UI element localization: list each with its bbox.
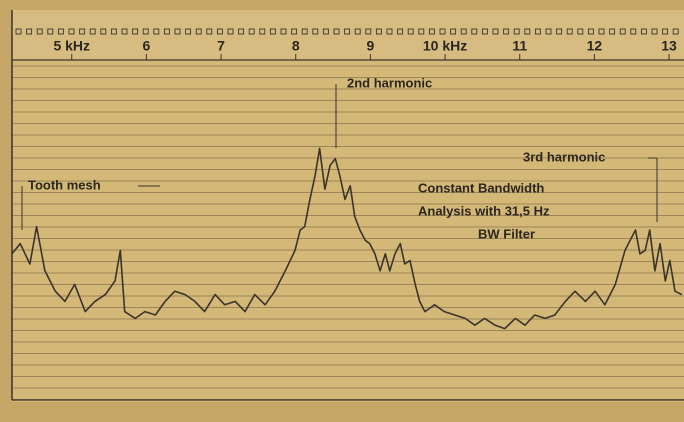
scale-square <box>269 28 276 35</box>
scale-square <box>280 28 287 35</box>
scale-square <box>609 28 616 35</box>
scale-square <box>163 28 170 35</box>
x-tick-label: 12 <box>587 38 603 54</box>
scale-square <box>460 28 467 35</box>
x-tick-label: 5 kHz <box>53 38 90 54</box>
scale-square <box>36 28 43 35</box>
annotation: 3rd harmonic <box>523 149 605 164</box>
scale-square <box>206 28 213 35</box>
scale-square <box>68 28 75 35</box>
scale-square <box>662 28 669 35</box>
scale-square <box>365 28 372 35</box>
annotation: 2nd harmonic <box>347 75 432 90</box>
scale-square <box>195 28 202 35</box>
annotation: Analysis with 31,5 Hz <box>418 203 550 218</box>
scale-square <box>259 28 266 35</box>
scale-square <box>57 28 64 35</box>
x-tick-label: 11 <box>512 38 527 54</box>
scale-square <box>89 28 96 35</box>
annotation: Constant Bandwidth <box>418 180 544 195</box>
scale-square <box>556 28 563 35</box>
scale-square <box>651 28 658 35</box>
spectrum-trace <box>11 147 683 330</box>
scale-square <box>100 28 107 35</box>
scale-strip <box>12 10 684 60</box>
x-tick-label: 7 <box>217 38 225 54</box>
scale-square <box>598 28 605 35</box>
scale-square <box>471 28 478 35</box>
scale-square <box>227 28 234 35</box>
scale-square <box>185 28 192 35</box>
scale-square <box>492 28 499 35</box>
scale-square <box>577 28 584 35</box>
scale-square <box>110 28 117 35</box>
scale-square <box>79 28 86 35</box>
scale-square <box>630 28 637 35</box>
scale-square <box>439 28 446 35</box>
scale-square <box>450 28 457 35</box>
scale-square <box>47 28 54 35</box>
scale-square <box>513 28 520 35</box>
scale-square <box>481 28 488 35</box>
scale-square <box>587 28 594 35</box>
x-tick-label: 9 <box>367 38 375 54</box>
scale-square <box>322 28 329 35</box>
plot-area <box>12 60 684 402</box>
scale-square <box>142 28 149 35</box>
annotation: Tooth mesh <box>28 177 101 192</box>
scale-square <box>301 28 308 35</box>
scale-square <box>428 28 435 35</box>
scale-square <box>524 28 531 35</box>
x-tick-label: 13 <box>661 38 677 54</box>
scale-square <box>26 28 33 35</box>
scale-square <box>503 28 510 35</box>
scale-square <box>672 28 679 35</box>
scale-square <box>545 28 552 35</box>
scale-square <box>132 28 139 35</box>
annotation: BW Filter <box>478 226 535 241</box>
x-tick-label: 6 <box>143 38 151 54</box>
scale-square <box>566 28 573 35</box>
scale-square <box>174 28 181 35</box>
x-tick-label: 8 <box>292 38 300 54</box>
scale-square <box>248 28 255 35</box>
scale-square <box>312 28 319 35</box>
scale-square <box>238 28 245 35</box>
scale-square <box>375 28 382 35</box>
scale-square <box>534 28 541 35</box>
scale-square <box>15 28 22 35</box>
scale-square <box>354 28 361 35</box>
scale-square <box>153 28 160 35</box>
scale-square <box>216 28 223 35</box>
scale-square <box>407 28 414 35</box>
scale-square <box>344 28 351 35</box>
scale-square <box>640 28 647 35</box>
x-tick-label: 10 kHz <box>423 38 467 54</box>
scale-square <box>418 28 425 35</box>
scale-square <box>386 28 393 35</box>
scale-square <box>121 28 128 35</box>
scale-square <box>333 28 340 35</box>
scale-square <box>291 28 298 35</box>
scale-square <box>397 28 404 35</box>
scale-square <box>619 28 626 35</box>
